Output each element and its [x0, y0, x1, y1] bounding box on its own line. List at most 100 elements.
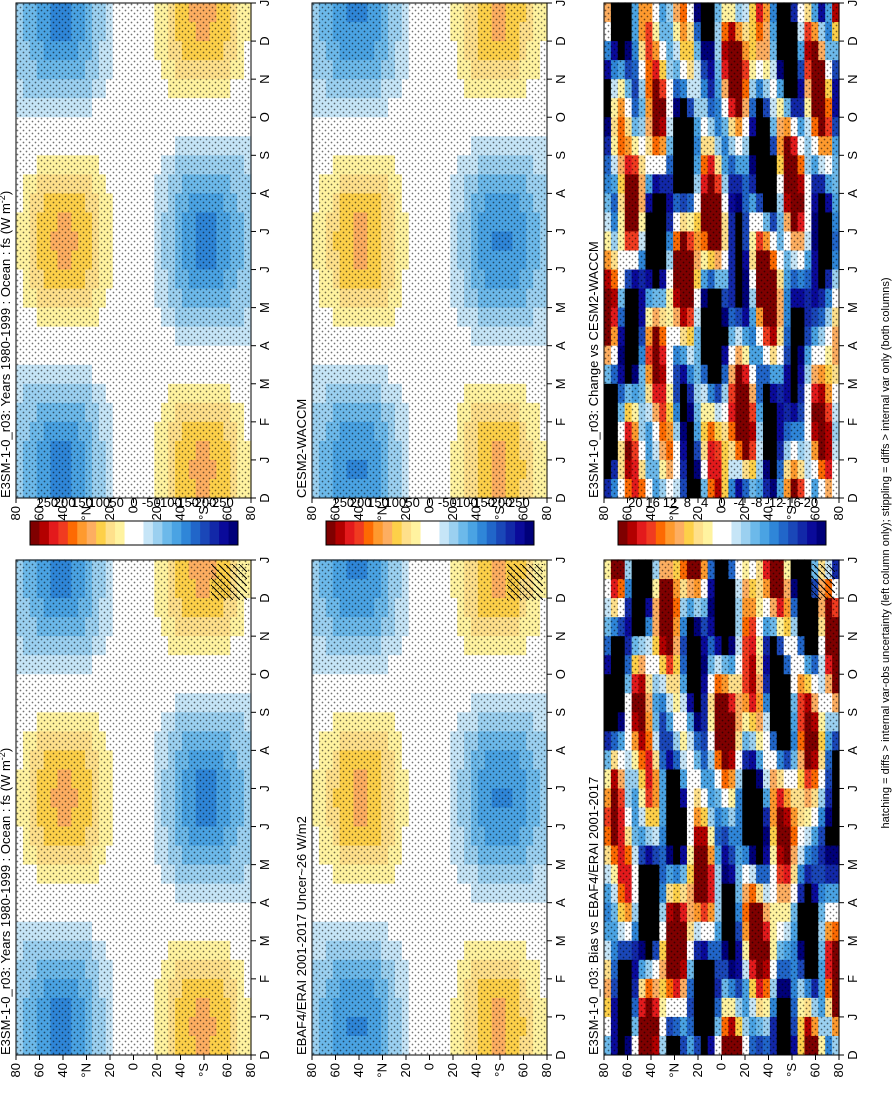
colorbar-bin — [778, 521, 789, 545]
x-tick-label: D — [553, 493, 568, 502]
x-tick-label: M — [845, 935, 860, 946]
colorbar-tick-label: -200 — [486, 495, 512, 510]
colorbar-bin — [58, 521, 69, 545]
stippling-overlay — [312, 3, 547, 498]
y-tick-label: °S — [492, 506, 507, 520]
y-tick-label: 60 — [220, 1063, 235, 1077]
colorbar-bin — [30, 521, 40, 545]
x-tick-label: J — [257, 785, 272, 792]
stippling-overlay — [604, 560, 839, 1055]
y-tick-label: 80 — [243, 1063, 258, 1077]
y-tick-label: 40 — [643, 1063, 658, 1077]
x-tick-label: F — [845, 975, 860, 983]
y-tick-label: 20 — [149, 506, 164, 520]
x-tick-label: A — [257, 898, 272, 907]
colorbar-bin — [67, 521, 78, 545]
x-tick-label: M — [553, 859, 568, 870]
x-tick-label: A — [257, 341, 272, 350]
x-tick-label: O — [257, 669, 272, 679]
x-tick-label: A — [257, 189, 272, 198]
x-tick-label: N — [845, 631, 860, 640]
y-tick-label: °N — [79, 1063, 94, 1078]
x-tick-label: N — [257, 74, 272, 83]
colorbar-tick-label: -50 — [438, 495, 457, 510]
colorbar-bin — [115, 521, 126, 545]
y-tick-label: 40 — [469, 506, 484, 520]
y-tick-label: 60 — [516, 506, 531, 520]
colorbar-bin — [209, 521, 220, 545]
x-tick-label: A — [553, 189, 568, 198]
colorbar-bin — [401, 521, 412, 545]
colorbar-bin — [382, 521, 393, 545]
y-tick-label: 80 — [304, 506, 319, 520]
x-tick-label: D — [257, 593, 272, 602]
x-tick-label: J — [553, 785, 568, 792]
colorbar-bin — [39, 521, 50, 545]
colorbar-bin — [505, 521, 516, 545]
x-tick-label: O — [553, 112, 568, 122]
x-tick-label: D — [257, 36, 272, 45]
x-tick-label: J — [845, 1014, 860, 1021]
y-tick-label: °S — [196, 506, 211, 520]
y-tick-label: 20 — [445, 1063, 460, 1077]
colorbar-bin — [105, 521, 116, 545]
x-tick-label: J — [845, 557, 860, 564]
x-tick-label: F — [257, 418, 272, 426]
colorbar-bin — [636, 521, 647, 545]
colorbar-bin — [703, 521, 714, 545]
colorbar-tick-label: 150 — [367, 495, 389, 510]
x-tick-label: J — [553, 266, 568, 273]
x-tick-label: M — [553, 378, 568, 389]
x-tick-label: N — [553, 631, 568, 640]
colorbar-bin — [143, 521, 154, 545]
y-tick-label: °S — [492, 1063, 507, 1077]
x-tick-label: M — [257, 378, 272, 389]
colorbar-tick-label: 150 — [71, 495, 93, 510]
y-tick-label: 20 — [149, 1063, 164, 1077]
colorbar-tick-label: 100 — [88, 495, 110, 510]
colorbar-bin — [477, 521, 488, 545]
x-tick-label: M — [553, 302, 568, 313]
colorbar-bin — [134, 521, 144, 545]
x-tick-label: A — [845, 898, 860, 907]
y-tick-label: 60 — [32, 1063, 47, 1077]
colorbar-bin — [515, 521, 526, 545]
colorbar-bin — [722, 521, 732, 545]
x-tick-label: D — [257, 493, 272, 502]
y-tick-label: 0 — [422, 506, 437, 513]
colorbar-bin — [363, 521, 374, 545]
panel-title: CESM2-WACCM — [294, 399, 309, 498]
x-tick-label: J — [257, 0, 272, 6]
x-tick-label: N — [553, 74, 568, 83]
colorbar-tick-label: -100 — [156, 495, 182, 510]
y-tick-label: 60 — [32, 506, 47, 520]
y-tick-label: °N — [375, 1063, 390, 1078]
colorbar-bin — [86, 521, 97, 545]
x-tick-label: J — [257, 266, 272, 273]
hatching-overlay — [799, 564, 835, 600]
x-tick-label: O — [845, 669, 860, 679]
y-tick-label: 20 — [102, 506, 117, 520]
x-tick-label: A — [553, 746, 568, 755]
colorbar-bin — [124, 521, 135, 545]
x-tick-label: J — [553, 557, 568, 564]
x-tick-label: F — [257, 975, 272, 983]
y-tick-label: 20 — [398, 1063, 413, 1077]
y-tick-label: 60 — [220, 506, 235, 520]
y-tick-label: 20 — [102, 1063, 117, 1077]
x-tick-label: J — [845, 823, 860, 830]
colorbar-tick-label: -200 — [190, 495, 216, 510]
y-tick-label: 20 — [737, 1063, 752, 1077]
colorbar-bin — [152, 521, 163, 545]
colorbar-bin — [807, 521, 818, 545]
colorbar-bin — [354, 521, 365, 545]
x-tick-label: S — [257, 708, 272, 717]
colorbar-bin — [439, 521, 450, 545]
x-tick-label: D — [257, 1050, 272, 1059]
panel-title: E3SM-1-0_r03: Bias vs EBAF4/ERAI 2001-20… — [586, 777, 601, 1055]
y-tick-label: °S — [784, 1063, 799, 1077]
